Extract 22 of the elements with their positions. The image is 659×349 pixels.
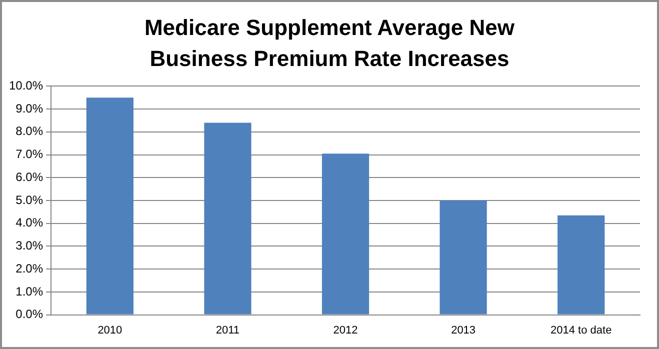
y-tick-label: 8.0% [16, 124, 44, 138]
y-tick-label: 6.0% [16, 170, 44, 184]
y-tick-label: 5.0% [16, 192, 44, 207]
y-tick-label: 9.0% [16, 101, 44, 116]
bar [86, 98, 134, 314]
chart-title: Medicare Supplement Average New Business Premium Rate Increases [143, 14, 516, 73]
bar [440, 200, 487, 314]
bar [558, 215, 605, 314]
bar [322, 154, 370, 314]
bar [204, 122, 252, 314]
x-tick-label: 2014 to date [550, 324, 612, 336]
y-tick-label: 7.0% [16, 147, 44, 162]
y-tick-label: 0.0% [16, 307, 44, 322]
x-tick-label: 2011 [216, 324, 240, 336]
x-tick-label: 2013 [451, 324, 476, 336]
y-tick-label: 3.0% [16, 238, 44, 253]
y-tick-label: 2.0% [16, 261, 44, 276]
y-tick-label: 1.0% [16, 284, 44, 298]
y-tick-label: 4.0% [16, 216, 44, 230]
x-tick-label: 2012 [333, 324, 358, 336]
y-tick-label: 10.0% [8, 78, 44, 93]
x-tick-label: 2010 [98, 324, 122, 336]
